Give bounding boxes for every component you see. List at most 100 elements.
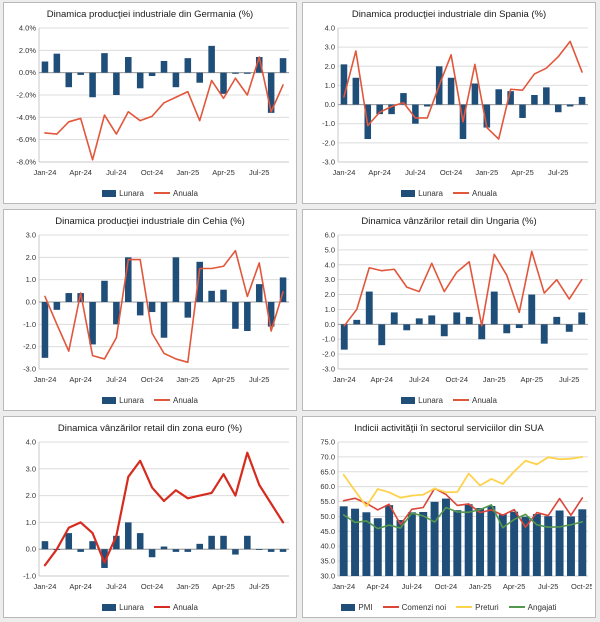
svg-text:-3.0: -3.0 [322,158,335,167]
chart-panel-sua-servicii: Indicii activităţii în sectorul servicii… [302,416,596,618]
svg-text:Jan-25: Jan-25 [475,168,498,177]
svg-text:Jan-25: Jan-25 [483,375,506,384]
legend-label: Angajati [527,602,557,612]
svg-text:-1.0: -1.0 [322,335,335,344]
legend-label: Anuala [472,395,497,405]
svg-text:Oct-24: Oct-24 [141,375,164,384]
legend-item-angajati: Angajati [508,602,557,612]
svg-text:Apr-25: Apr-25 [511,168,534,177]
chart-title-spania: Dinamica producţiei industriale din Span… [351,9,547,20]
bar-swatch-icon [401,189,416,197]
svg-text:50.0: 50.0 [320,512,335,521]
bar-swatch-icon [102,396,117,404]
svg-text:Jul-25: Jul-25 [249,375,269,384]
chart-title-ungaria: Dinamica vânzărilor retail din Ungaria (… [361,216,537,227]
svg-text:Jul-24: Jul-24 [106,375,126,384]
svg-text:Oct-24: Oct-24 [445,375,468,384]
svg-text:Oct-24: Oct-24 [141,582,164,591]
line-swatch-icon [508,606,525,608]
svg-text:Oct-24: Oct-24 [435,582,458,591]
svg-text:2.0: 2.0 [26,491,36,500]
svg-text:Apr-25: Apr-25 [212,582,235,591]
line-swatch-icon [453,399,469,401]
bar-swatch-icon [102,189,117,197]
svg-text:Apr-25: Apr-25 [212,375,235,384]
legend-label: Lunara [119,188,144,198]
legend-label: Preturi [475,602,499,612]
chart-panel-cehia: Dinamica producţiei industriale din Cehi… [3,209,297,411]
legend-item-lunara: Lunara [102,603,144,612]
chart-title-sua-servicii: Indicii activităţii în sectorul servicii… [354,423,544,434]
legend-item-anuala: Anuala [154,603,198,612]
legend-item-anuala: Anuala [453,396,497,405]
svg-text:35.0: 35.0 [320,557,335,566]
svg-text:-4.0%: -4.0% [16,113,36,122]
sua-servicii-legend: PMI Comenzi noi Preturi Angajati [306,600,592,614]
legend-item-pmi: PMI [341,602,373,612]
chart-title-cehia: Dinamica producţiei industriale din Cehi… [55,216,245,227]
svg-text:Jan-24: Jan-24 [333,375,356,384]
svg-text:-3.0: -3.0 [322,365,335,374]
svg-text:Jan-25: Jan-25 [176,168,199,177]
germania-legend: Lunara Anuala [7,186,293,200]
svg-text:-8.0%: -8.0% [16,158,36,167]
svg-text:-1.0: -1.0 [322,119,335,128]
svg-text:Jan-24: Jan-24 [33,375,56,384]
legend-label: PMI [358,602,373,612]
svg-text:4.0: 4.0 [325,260,335,269]
svg-text:Jul-24: Jul-24 [405,168,425,177]
cehia-legend: Lunara Anuala [7,393,293,407]
legend-item-lunara: Lunara [102,396,144,405]
germania-chart: 4.0% 2.0% 0.0% -2.0% -4.0% -6.0% -8.0%Jan-24 Ap… [16,24,289,177]
svg-text:2.0: 2.0 [26,253,36,262]
svg-text:70.0: 70.0 [320,452,335,461]
svg-text:45.0: 45.0 [320,527,335,536]
svg-text:Jul-25: Jul-25 [249,168,269,177]
sua-servicii-chart: 75.0 70.0 65.0 60.0 55.0 50.0 45.0 40.0 35.0 30.0… [320,438,592,592]
legend-item-comenzi-noi: Comenzi noi [382,602,447,612]
svg-text:Apr-24: Apr-24 [69,168,92,177]
chart-panel-germania: Dinamica producţiei industriale din Germ… [3,2,297,204]
svg-text:4.0: 4.0 [26,438,36,447]
legend-label: Lunara [418,188,443,198]
svg-text:2.0%: 2.0% [19,46,36,55]
svg-text:1.0: 1.0 [325,81,335,90]
line-swatch-icon [456,606,473,608]
svg-text:Apr-25: Apr-25 [503,582,526,591]
legend-label: Comenzi noi [401,602,447,612]
svg-text:Jul-25: Jul-25 [538,582,558,591]
svg-text:-1.0: -1.0 [23,572,36,581]
svg-text:-1.0: -1.0 [23,320,36,329]
svg-text:Apr-24: Apr-24 [69,375,92,384]
chart-panel-ungaria: Dinamica vânzărilor retail din Ungaria (… [302,209,596,411]
svg-text:Jul-25: Jul-25 [249,582,269,591]
svg-text:-2.0: -2.0 [23,342,36,351]
line-swatch-icon [453,192,469,194]
svg-text:3.0: 3.0 [26,464,36,473]
legend-item-anuala: Anuala [154,189,198,198]
svg-text:1.0: 1.0 [26,518,36,527]
svg-text:Apr-24: Apr-24 [368,168,391,177]
svg-text:Jul-25: Jul-25 [559,375,579,384]
svg-text:Jan-25: Jan-25 [176,375,199,384]
svg-text:-6.0%: -6.0% [16,135,36,144]
svg-text:3.0: 3.0 [325,43,335,52]
chart-panel-zona-euro: Dinamica vânzărilor retail din zona euro… [3,416,297,618]
spania-legend: Lunara Anuala [306,186,592,200]
svg-text:3.0: 3.0 [26,231,36,240]
svg-text:Jan-24: Jan-24 [332,168,355,177]
legend-label: Lunara [119,395,144,405]
svg-text:0.0: 0.0 [26,545,36,554]
svg-text:40.0: 40.0 [320,542,335,551]
line-swatch-icon [154,192,170,194]
ungaria-legend: Lunara Anuala [306,393,592,407]
bar-swatch-icon [341,603,356,611]
svg-text:Apr-24: Apr-24 [367,582,390,591]
svg-text:75.0: 75.0 [320,438,335,447]
svg-text:Jan-24: Jan-24 [33,168,56,177]
svg-text:-2.0: -2.0 [322,138,335,147]
line-swatch-icon [382,606,399,608]
svg-text:0.0: 0.0 [325,320,335,329]
